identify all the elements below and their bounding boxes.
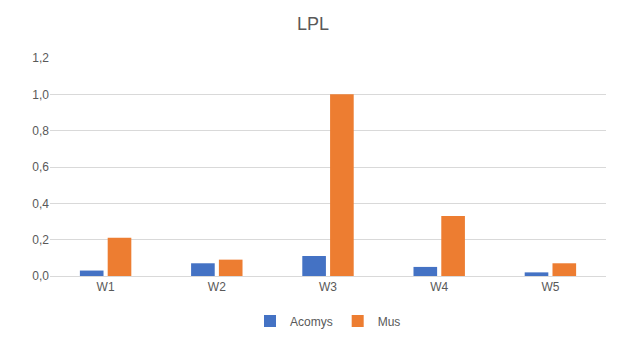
svg-text:W2: W2 <box>208 280 226 294</box>
svg-text:W4: W4 <box>430 280 448 294</box>
svg-text:1,2: 1,2 <box>32 51 49 65</box>
svg-text:W3: W3 <box>319 280 337 294</box>
svg-text:W5: W5 <box>541 280 559 294</box>
svg-text:Acomys: Acomys <box>290 315 333 329</box>
svg-text:1,0: 1,0 <box>32 88 49 102</box>
svg-text:Mus: Mus <box>378 315 401 329</box>
svg-text:LPL: LPL <box>297 14 329 34</box>
svg-text:0,8: 0,8 <box>32 124 49 138</box>
svg-text:0,0: 0,0 <box>32 269 49 283</box>
svg-text:0,2: 0,2 <box>32 233 49 247</box>
svg-text:0,6: 0,6 <box>32 160 49 174</box>
svg-text:0,4: 0,4 <box>32 197 49 211</box>
svg-text:W1: W1 <box>97 280 115 294</box>
